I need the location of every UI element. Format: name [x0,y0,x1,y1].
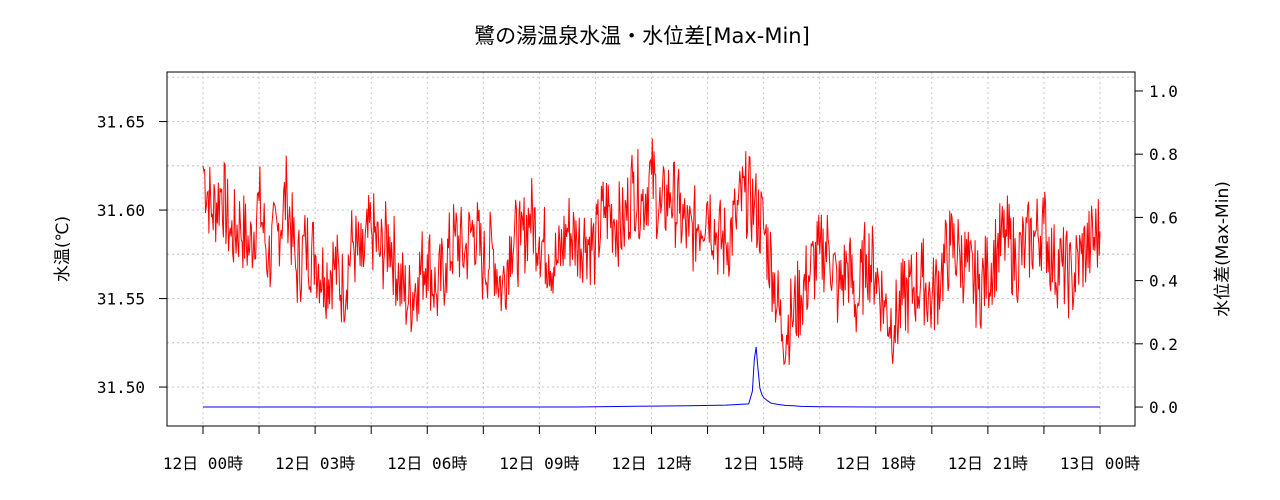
x-tick-label: 12日 03時 [275,454,355,473]
y-right-tick-label: 0.8 [1149,145,1178,164]
x-tick-label: 12日 21時 [948,454,1028,473]
y-left-tick-label: 31.55 [97,290,145,309]
chart-title: 鷺の湯温泉水温・水位差[Max-Min] [474,24,810,48]
x-tick-label: 12日 15時 [724,454,804,473]
y-right-tick-label: 0.0 [1149,398,1178,417]
grid [167,72,1135,426]
x-tick-label: 12日 00時 [163,454,243,473]
y-left-tick-label: 31.65 [97,113,145,132]
x-tick-label: 12日 06時 [387,454,467,473]
x-tick-label: 12日 18時 [836,454,916,473]
series-layer [202,138,1101,408]
x-tick-label: 12日 12時 [611,454,691,473]
y-axis-left: 31.50 31.55 31.60 31.65 [97,113,167,397]
y-right-tick-label: 0.6 [1149,208,1178,227]
y-right-tick-label: 0.2 [1149,335,1178,354]
series-line-2 [203,346,1100,408]
x-tick-label: 12日 09時 [499,454,579,473]
series-line-1 [202,138,1101,366]
y-right-tick-label: 1.0 [1149,82,1178,101]
y-right-tick-label: 0.4 [1149,272,1178,291]
y-axis-right-label: 水位差(Max-Min) [1213,181,1233,317]
y-axis-left-label: 水温(℃) [53,216,73,282]
x-axis: 12日 00時 12日 03時 12日 06時 12日 09時 12日 12時 12日 1… [163,426,1140,473]
x-tick-label: 13日 00時 [1060,454,1140,473]
y-left-tick-label: 31.60 [97,201,145,220]
y-left-tick-label: 31.50 [97,378,145,397]
y-axis-right: 0.0 0.2 0.4 0.6 0.8 1.0 [1135,82,1178,417]
